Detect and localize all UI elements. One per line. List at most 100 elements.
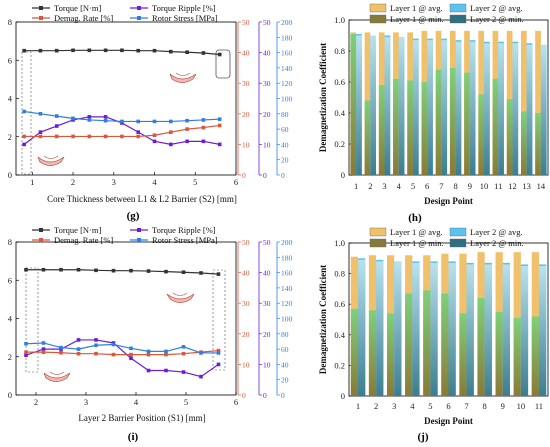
- data-point-ripple: [164, 368, 168, 373]
- x-axis-title: Core Thickness between L1 & L2 Barrier (…: [47, 194, 237, 204]
- torque-axis-tick-label: 6: [8, 55, 12, 65]
- legend-swatch: [449, 14, 467, 24]
- legend-label: Torque [N·m]: [54, 225, 101, 235]
- x-axis-tick-label: 4: [410, 401, 415, 411]
- data-point-rate: [54, 134, 59, 139]
- rate-axis-tick-label: 40: [242, 49, 250, 58]
- x-axis-tick-label: 5: [428, 401, 432, 411]
- x-axis-tick-label: 1: [354, 181, 358, 191]
- data-point-ripple: [54, 124, 59, 128]
- legend-swatch-marker: [137, 6, 141, 10]
- y-axis-tick-label: 0.6: [334, 299, 345, 309]
- data-point-ripple: [146, 368, 151, 373]
- legend-label: Layer 1 @ min.: [390, 14, 444, 24]
- bar-layer1-min: [378, 85, 385, 175]
- x-axis-tick-label: 13: [522, 181, 531, 191]
- data-point-rate: [181, 351, 186, 356]
- rotor-inset-i-left: [25, 267, 71, 382]
- data-point-ripple: [136, 130, 141, 134]
- bar-layer1-min: [423, 290, 431, 396]
- rotor-inset-i-right: [166, 269, 226, 371]
- x-axis-tick-label: 2: [34, 397, 38, 407]
- x-axis-tick-label: 3: [382, 181, 386, 191]
- data-point-rate: [201, 125, 206, 130]
- data-point-stress: [120, 119, 124, 124]
- bar-layer1-min: [492, 78, 499, 175]
- data-point-stress: [181, 345, 186, 349]
- data-point-stress: [22, 109, 26, 114]
- bar-layer1-min: [513, 317, 521, 396]
- stress-axis-tick-label: 140: [281, 284, 293, 293]
- y-axis-tick-label: 0: [341, 391, 345, 401]
- torque-axis-tick-label: 8: [8, 237, 12, 247]
- data-point-rate: [22, 134, 26, 139]
- bar-layer2-min: [455, 41, 462, 176]
- bar-layer1-min: [393, 78, 399, 175]
- data-point-stress: [129, 346, 133, 351]
- stress-axis-tick-label: 20: [281, 376, 289, 385]
- data-point-torque: [129, 268, 133, 273]
- data-point-stress: [54, 114, 59, 118]
- bar-layer2-min: [466, 264, 474, 396]
- legend-swatch: [369, 227, 387, 237]
- data-point-ripple: [41, 347, 46, 351]
- rate-axis-tick-label: 40: [242, 269, 250, 278]
- data-point-rate: [103, 134, 108, 139]
- bar-layer2-min: [384, 37, 391, 175]
- data-point-ripple: [129, 356, 133, 361]
- rate-axis-tick-label: 0: [242, 391, 246, 400]
- stress-axis-tick-label: 140: [281, 64, 293, 73]
- data-point-rate: [24, 350, 28, 354]
- data-point-rate: [111, 352, 116, 357]
- x-axis-tick-label: 3: [112, 177, 116, 187]
- x-axis-tick-label: 6: [446, 401, 450, 411]
- data-point-torque: [59, 267, 63, 272]
- stress-axis-tick-label: 60: [281, 125, 289, 134]
- x-axis-tick-label: 1: [356, 401, 360, 411]
- x-axis-tick-label: 5: [411, 181, 415, 191]
- legend-label: Torque Ripple [%]: [152, 3, 216, 13]
- bar-layer1-avg: [520, 30, 527, 175]
- legend-swatch-marker: [39, 228, 43, 232]
- rate-axis-tick-label: 50: [242, 18, 250, 27]
- data-point-ripple: [103, 115, 108, 119]
- x-axis-tick-label: 1: [30, 177, 34, 187]
- legend-label: Demag. Rate [%]: [54, 13, 113, 23]
- bar-layer1-min: [350, 308, 359, 396]
- x-axis-title: Layer 2 Barrier Position (S1) [mm]: [78, 413, 205, 423]
- data-point-torque: [94, 268, 98, 273]
- series-line-torque: [26, 269, 219, 275]
- data-point-rate: [217, 123, 222, 128]
- bar-layer1-min: [459, 313, 467, 396]
- ripple-axis-tick-label: 10: [263, 140, 271, 149]
- torque-axis-tick-label: 2: [8, 352, 12, 362]
- legend-label: Rotor Stress [MPa]: [152, 235, 218, 245]
- bar-chart-j: 0 0.2 0.4 0.6 0.8 1.0 1 2 3 4 5 6 7 8 9 10 11 Design Poin…: [318, 227, 549, 426]
- line-chart-g: 0 2 4 6 8 1 2 3 4 5 6 Core Thickness between L1 & L…: [8, 3, 293, 204]
- ripple-axis-tick-label: 40: [263, 49, 271, 58]
- ripple-axis-tick-label: 40: [263, 269, 271, 278]
- data-point-ripple: [152, 139, 157, 144]
- data-point-rate: [38, 134, 43, 139]
- data-point-rate: [152, 133, 157, 138]
- y-axis-tick-label: 1.0: [334, 238, 345, 248]
- bar-layer2-min: [526, 44, 533, 175]
- data-point-rate: [185, 127, 189, 131]
- torque-axis-tick-label: 2: [8, 132, 12, 142]
- legend-swatch: [449, 227, 467, 237]
- y-axis-tick-label: 0.2: [334, 139, 345, 149]
- x-axis-tick-label: 12: [508, 181, 517, 191]
- data-point-stress: [152, 119, 157, 124]
- x-axis-tick-label: 4: [152, 177, 157, 187]
- legend-label: Torque Ripple [%]: [152, 225, 216, 235]
- rate-axis-tick-label: 10: [242, 140, 250, 149]
- data-point-rate: [169, 130, 173, 134]
- x-axis-tick-label: 11: [535, 401, 543, 411]
- bar-layer1-min: [350, 33, 357, 176]
- data-point-rate: [59, 350, 63, 355]
- bar-layer1-min: [435, 69, 442, 175]
- data-point-stress: [41, 341, 46, 345]
- data-point-ripple: [22, 142, 26, 147]
- bar-layer2-min: [520, 265, 529, 396]
- data-point-torque: [136, 48, 141, 53]
